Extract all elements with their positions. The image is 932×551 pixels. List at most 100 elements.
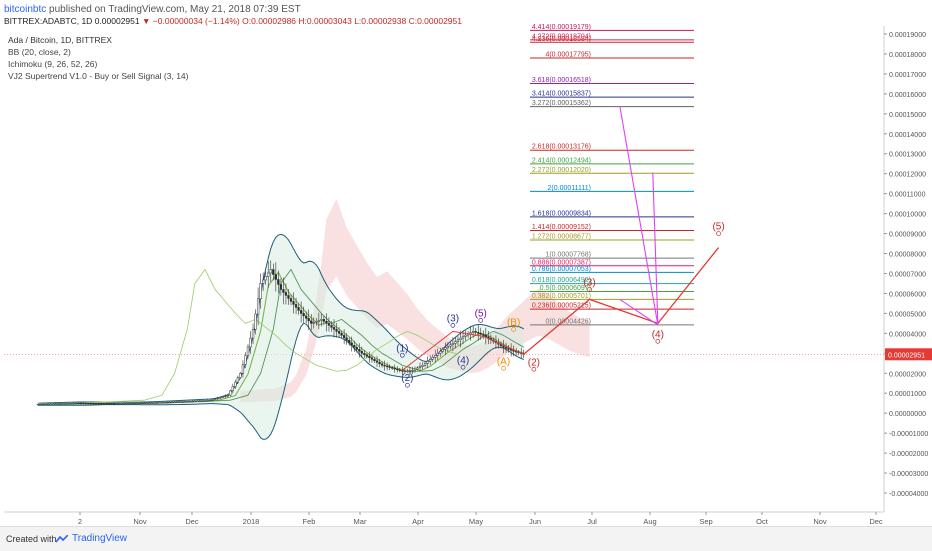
candle-body [122, 403, 126, 405]
candle-body [69, 403, 73, 405]
candle-body [365, 354, 369, 357]
y-tick-label: -0.00002000 [889, 451, 928, 458]
candle-body [269, 269, 272, 274]
price-chart[interactable]: 0.00019000 0.00018000 0.00017000 0.00016000… [0, 24, 932, 526]
candle-body [272, 269, 275, 275]
fib-level-label: 4.236(0.00018584) [532, 36, 591, 43]
down-arrow-icon: ▼ [142, 16, 151, 26]
candle-body [72, 403, 75, 405]
candle-body [155, 402, 159, 404]
candle-body [239, 373, 242, 378]
candle-body [117, 403, 121, 405]
wave-label: (5) [712, 222, 724, 233]
close-value: C:0.00002951 [408, 16, 462, 26]
last-price-tag [885, 348, 932, 361]
candle-body [383, 365, 386, 367]
publisher-name[interactable]: bitcoinbtc [4, 4, 47, 15]
ohlc-line: BITTREX:ADABTC, 1D 0.00002951 ▼ −0.00000… [4, 16, 462, 26]
candle-body [52, 403, 55, 405]
y-tick-label: 0.00019000 [889, 32, 926, 39]
legend-ichimoku[interactable]: Ichimoku (9, 26, 52, 26) [8, 59, 98, 69]
candle-body [92, 403, 95, 405]
wave-point-marker [478, 318, 484, 323]
candle-body [188, 400, 191, 403]
candle-body [186, 401, 189, 403]
fib-level-label: 2.618(0.00013176) [532, 144, 591, 151]
wave-label: (1) [396, 343, 408, 354]
candle-body [105, 403, 108, 405]
footer-bar: Created with TradingView [0, 526, 932, 551]
fib-level-label: 1.272(0.00008677) [532, 234, 591, 241]
candle-body [355, 347, 358, 350]
candle-body [479, 333, 482, 335]
candle-body [64, 403, 67, 405]
symbol-line: BITTREX:ADABTC, 1D [4, 16, 93, 26]
y-tick-label: 0.00017000 [889, 72, 926, 79]
fib-level-label: 2.414(0.00012494) [532, 157, 591, 164]
candle-body [102, 403, 105, 405]
candle-body [413, 368, 417, 371]
candle-body [358, 349, 361, 352]
candle-body [401, 370, 404, 372]
candle-body [337, 331, 341, 334]
plot-area[interactable] [4, 26, 884, 512]
legend-supertrend[interactable]: VJ2 Supertrend V1.0 - Buy or Sell Signal… [8, 71, 189, 81]
candle-body [153, 402, 156, 404]
candle-body [221, 396, 224, 398]
candle-body [100, 403, 103, 405]
candle-body [158, 402, 161, 404]
candle-body [332, 327, 336, 330]
candle-body [411, 370, 414, 372]
candle-body [307, 318, 310, 322]
y-tick-label: 0.00012000 [889, 172, 926, 179]
tradingview-logo-icon [56, 535, 68, 543]
y-tick-label: 0.00002000 [889, 371, 926, 378]
candle-body [62, 403, 65, 405]
candle-body [79, 402, 83, 405]
candle-body [482, 334, 485, 336]
candle-body [170, 401, 174, 403]
candle-body [262, 279, 265, 284]
y-tick-label: 0.00001000 [889, 391, 926, 398]
candle-body [363, 353, 366, 356]
candle-body [135, 402, 138, 405]
y-tick-label: 0.00014000 [889, 132, 926, 139]
fib-level-label: 4.272(0.00018704) [532, 33, 591, 40]
candle-body [125, 403, 128, 405]
x-tick-label: 2 [78, 517, 82, 526]
legend-bb[interactable]: BB (20, close, 2) [8, 47, 71, 57]
candle-body [208, 399, 212, 402]
candle-body [477, 332, 480, 334]
candle-body [398, 369, 401, 371]
candle-body [378, 362, 381, 365]
candle-body [454, 341, 457, 344]
candle-body [67, 403, 70, 405]
candle-body [97, 403, 100, 405]
candle-body [277, 279, 280, 285]
wave-label: (2) [528, 357, 540, 368]
candle-body [289, 298, 293, 302]
candle-body [434, 355, 437, 358]
y-tick-label: 0.00008000 [889, 252, 926, 259]
tradingview-brand[interactable]: TradingView [72, 533, 128, 544]
candle-body [226, 394, 229, 397]
candle-body [145, 402, 148, 404]
y-tick-label: 0.00007000 [889, 271, 926, 278]
publish-line: bitcoinbtc published on TradingView.com,… [4, 4, 301, 15]
candle-body [201, 400, 204, 402]
candle-body [168, 401, 171, 404]
candle-body [375, 360, 379, 363]
legend-title: Ada / Bitcoin, 1D, BITTREX [8, 35, 112, 45]
candle-body [140, 402, 143, 405]
y-tick-label: 0.00018000 [889, 52, 926, 59]
candle-body [54, 403, 57, 405]
chart-header: bitcoinbtc published on TradingView.com,… [0, 0, 932, 26]
candle-body [464, 334, 467, 337]
candle-body [183, 401, 186, 403]
price-change: −0.00000034 (−1.14%) [152, 16, 240, 26]
candle-body [370, 357, 374, 360]
candle-body [198, 400, 202, 402]
candle-body [251, 329, 255, 339]
candle-body [259, 283, 262, 300]
x-tick-label: 2018 [243, 517, 260, 526]
